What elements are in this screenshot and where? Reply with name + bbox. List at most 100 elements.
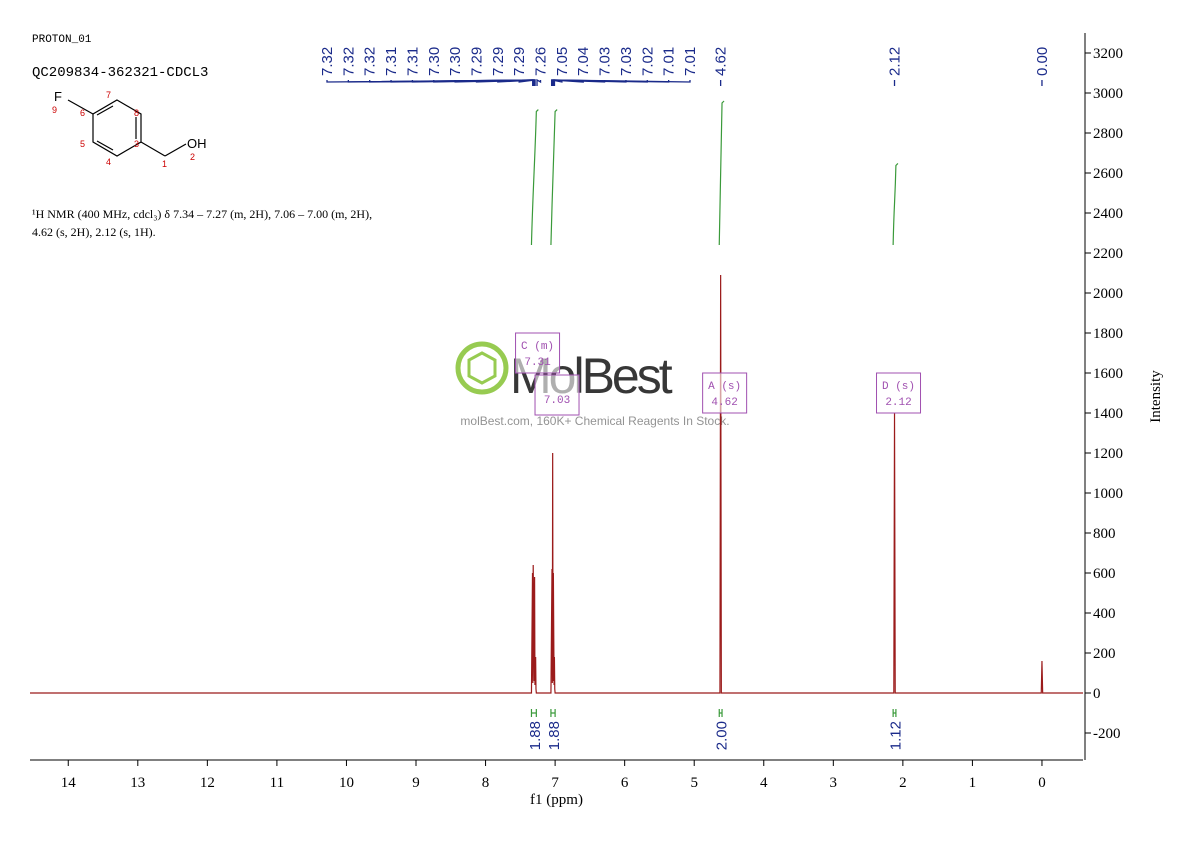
y-axis-title: Intensity	[1148, 370, 1164, 423]
atom: OH	[187, 136, 207, 151]
multiplet-name: A (s)	[708, 381, 741, 393]
description: ¹H NMR (400 MHz, cdcl₃) δ 7.34 – 7.27 (m…	[32, 207, 372, 221]
x-tick-label: 11	[270, 775, 284, 791]
peak-label: 7.04	[575, 47, 592, 76]
atom-number: 3	[134, 139, 139, 149]
peak-leader	[553, 79, 691, 86]
double-bond	[96, 140, 114, 151]
y-tick-label: 0	[1093, 686, 1101, 702]
atom-number: 9	[52, 105, 57, 115]
experiment-name: PROTON_01	[32, 34, 92, 46]
y-tick-label: 2800	[1093, 126, 1123, 142]
atom-number: 2	[190, 152, 195, 162]
multiplet-name: D (s)	[882, 381, 915, 393]
peak-label: 7.30	[447, 47, 464, 76]
atom-number: 6	[80, 108, 85, 118]
peak-label: 7.01	[661, 47, 678, 76]
y-tick-label: 400	[1093, 606, 1116, 622]
peak-label: 7.29	[468, 47, 485, 76]
multiplet-shift: 7.03	[544, 395, 570, 407]
molecule	[67, 99, 187, 157]
peak-label: 7.31	[404, 47, 421, 76]
peak-label: 7.02	[639, 47, 656, 76]
y-tick-label: 800	[1093, 526, 1116, 542]
y-tick-label: -200	[1093, 726, 1121, 742]
peak-label: 7.29	[490, 47, 507, 76]
bond	[164, 143, 187, 157]
y-tick-label: 1200	[1093, 446, 1123, 462]
atom-number: 4	[106, 157, 111, 167]
bond	[140, 141, 166, 157]
y-tick-label: 1000	[1093, 486, 1123, 502]
x-tick-label: 9	[412, 775, 420, 791]
integral-label: 1.88	[546, 721, 563, 750]
multiplet-shift: 7.31	[524, 357, 551, 369]
plot: 14 13 12 11 10 9 8 7 6 5 4 3 2 1 0-2000200400600800100…	[30, 33, 1164, 808]
atom-labels: F 9 6 7 8 3 5 4 1 OH 2	[52, 89, 207, 169]
peak-label: 7.26	[533, 47, 550, 76]
y-tick-label: 2200	[1093, 246, 1123, 262]
x-tick-label: 3	[830, 775, 838, 791]
peak-label: 7.31	[383, 47, 400, 76]
y-tick-label: 2000	[1093, 286, 1123, 302]
multiplet-box	[876, 372, 922, 414]
integral-label: 1.88	[527, 721, 544, 750]
multiplet-name: C (m)	[521, 341, 554, 353]
x-tick-label: 0	[1038, 775, 1046, 791]
x-tick-label: 12	[200, 775, 215, 791]
x-tick-label: 2	[899, 775, 907, 791]
x-tick-label: 14	[61, 775, 77, 791]
watermark-tagline: molBest.com, 160K+ Chemical Reagents In …	[460, 414, 729, 428]
peak-label: 7.01	[682, 47, 699, 76]
multiplet-box	[702, 372, 748, 414]
bond	[67, 99, 94, 115]
peak-label: 7.32	[340, 47, 357, 76]
x-axis-title: f1 (ppm)	[530, 792, 583, 808]
integral-curve	[530, 109, 539, 246]
y-tick-label: 1400	[1093, 406, 1123, 422]
watermark-icon	[455, 341, 509, 395]
watermark-icon	[467, 351, 497, 385]
peak-label: 7.05	[554, 47, 571, 76]
peak-label: 7.29	[511, 47, 528, 76]
y-tick-label: 1800	[1093, 326, 1123, 342]
peak-label: 7.03	[618, 47, 635, 76]
peak-label: 7.32	[362, 47, 379, 76]
x-tick-label: 7	[551, 775, 559, 791]
peak-leader	[518, 79, 536, 86]
description: 4.62 (s, 2H), 2.12 (s, 1H).	[32, 225, 156, 239]
x-tick-label: 6	[621, 775, 629, 791]
y-tick-label: 200	[1093, 646, 1116, 662]
multiplet-shift: 4.62	[711, 397, 737, 409]
peak-label: 0.00	[1034, 47, 1051, 76]
y-tick-label: 2600	[1093, 166, 1123, 182]
x-tick-label: 5	[690, 775, 698, 791]
y-tick-label: 1600	[1093, 366, 1123, 382]
atom-number: 8	[134, 108, 139, 118]
sample-name: QC209834-362321-CDCL3	[32, 65, 208, 81]
x-tick-label: 13	[130, 775, 145, 791]
atom-number: 7	[106, 90, 111, 100]
integral-curve	[892, 163, 899, 246]
peak-label: 2.12	[887, 47, 904, 76]
y-tick-label: 2400	[1093, 206, 1123, 222]
multiplet-shift: 2.12	[885, 397, 911, 409]
y-tick-label: 3200	[1093, 46, 1123, 62]
atom: F	[54, 89, 62, 104]
integral-curve	[718, 100, 725, 246]
x-tick-label: 10	[339, 775, 354, 791]
integral-curve	[550, 109, 558, 246]
integral-label: 1.12	[888, 721, 905, 750]
y-tick-label: 3000	[1093, 86, 1123, 102]
x-tick-label: 8	[482, 775, 490, 791]
integral-label: 2.00	[714, 721, 731, 750]
x-tick-label: 1	[969, 775, 977, 791]
integral-bracket	[550, 709, 556, 717]
multiplet-box	[534, 374, 580, 416]
atom-number: 5	[80, 139, 85, 149]
x-tick-label: 4	[760, 775, 768, 791]
atom-number: 1	[162, 159, 167, 169]
double-bond	[96, 105, 114, 116]
